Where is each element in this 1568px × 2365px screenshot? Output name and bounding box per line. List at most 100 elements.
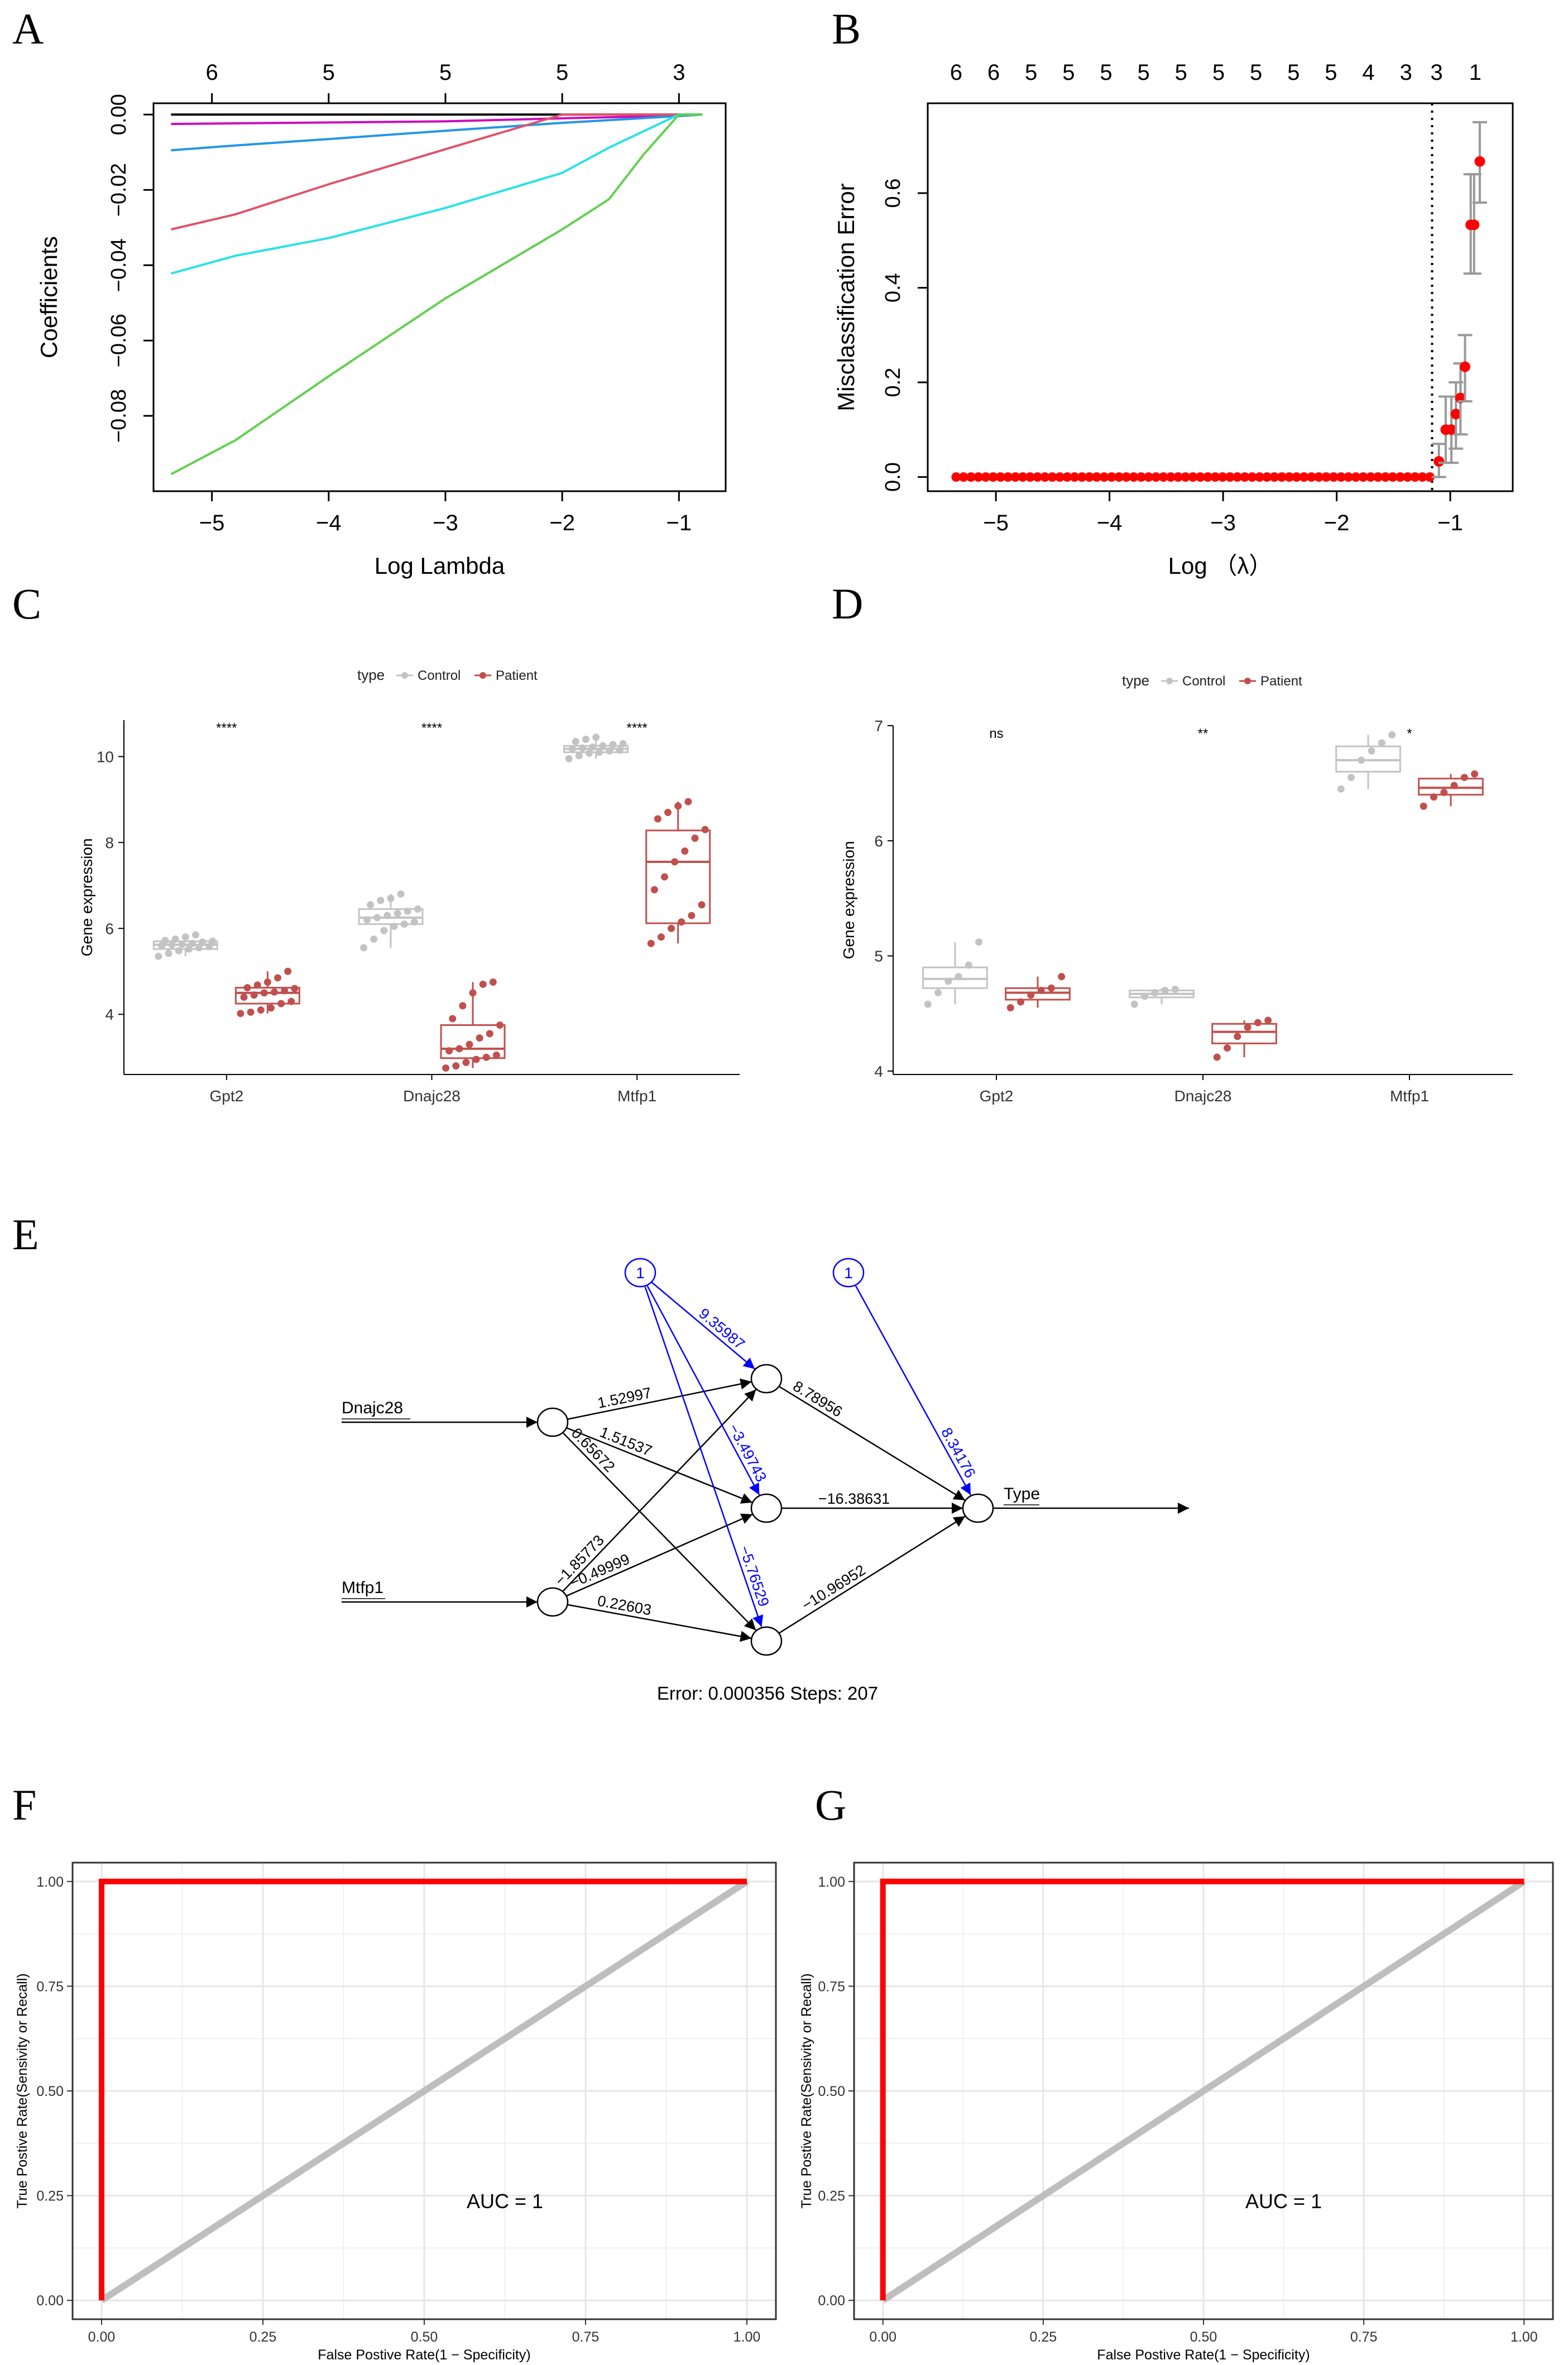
data-point (678, 918, 685, 926)
data-point (975, 938, 983, 946)
category-label: Dnajc28 (1174, 1087, 1232, 1105)
error-point (1099, 472, 1109, 482)
error-point (1321, 472, 1331, 482)
box-patient (1418, 778, 1484, 796)
data-point (165, 949, 172, 957)
data-point (701, 826, 709, 833)
data-point (209, 937, 217, 945)
data-point (1337, 785, 1345, 793)
network-edge (562, 1389, 757, 1592)
y-tick-label: 0.50 (36, 2084, 64, 2099)
panel-letter-e: E (12, 1210, 39, 1259)
data-point (1264, 1016, 1272, 1024)
data-point (260, 989, 268, 997)
error-point (1225, 472, 1235, 482)
x-tick-label: 1.00 (1511, 2329, 1538, 2345)
data-point (1378, 739, 1385, 747)
data-point (410, 918, 418, 926)
network-node-h1 (750, 1364, 783, 1394)
error-point (1358, 472, 1368, 482)
data-point (1471, 770, 1479, 778)
data-point (449, 1015, 457, 1023)
error-point (1203, 472, 1213, 482)
error-point (1254, 472, 1264, 482)
data-point (1254, 1019, 1262, 1026)
data-point (619, 740, 627, 747)
error-point (1188, 472, 1198, 482)
top-axis-label: 5 (1062, 60, 1075, 85)
box-control (922, 966, 988, 989)
x-tick-label: 0.25 (250, 2329, 277, 2345)
y-axis-label: Gene expression (840, 841, 857, 960)
network-node-h2 (750, 1493, 783, 1523)
roc-curve (880, 1878, 1524, 2301)
error-point (1025, 472, 1035, 482)
data-point (394, 909, 401, 917)
x-tick-label: −1 (1437, 511, 1463, 535)
data-point (284, 967, 292, 975)
error-point (1262, 472, 1272, 482)
error-point (1136, 472, 1146, 482)
error-point (1269, 472, 1279, 482)
plot-border (853, 1862, 1554, 2320)
top-axis-label: 6 (987, 60, 1000, 85)
x-tick-label: −5 (983, 511, 1009, 535)
top-axis-label: 5 (1287, 60, 1300, 85)
panel-d-boxplot-validation: D 4 5 6 7 Gpt2 ns Dnajc28 ** Mtfp1 * type Control Pat… (832, 579, 1513, 1105)
significance-label: ** (1198, 726, 1209, 741)
error-point (1336, 472, 1346, 482)
data-point (181, 933, 189, 941)
bias-node-label: 1 (636, 1264, 645, 1282)
data-point (1440, 789, 1448, 797)
top-axis-label: 5 (1250, 60, 1262, 85)
data-point (1006, 1004, 1014, 1011)
significance-label: **** (421, 721, 442, 736)
data-point (455, 1045, 463, 1053)
y-tick-label: 0.2 (881, 368, 905, 397)
error-point (1425, 472, 1435, 482)
network-node-h3 (750, 1626, 783, 1656)
top-axis-label: 5 (556, 60, 568, 85)
error-point (1092, 472, 1102, 482)
data-point (934, 989, 942, 997)
legend-label-control: Control (418, 668, 461, 683)
data-point (442, 1064, 450, 1072)
data-point (1460, 774, 1468, 781)
network-edge (566, 1427, 753, 1504)
panel-c-boxplot-train: C 4 6 8 10 Gpt2 **** Dnajc28 **** Mtfp1 **** type Co… (12, 579, 740, 1105)
data-point (195, 944, 203, 952)
data-point (664, 808, 672, 816)
plot-frame (152, 102, 727, 492)
data-point (472, 1056, 480, 1063)
data-point (1047, 984, 1055, 992)
data-point (572, 737, 579, 745)
y-tick-label: 0.25 (818, 2189, 845, 2204)
error-point (1181, 472, 1191, 482)
y-tick-label: 8 (105, 834, 114, 851)
error-point (1469, 219, 1480, 231)
error-point (1284, 472, 1294, 482)
data-point (243, 984, 251, 992)
data-point (955, 973, 962, 981)
x-tick-label: −3 (1210, 511, 1236, 535)
data-point (466, 1040, 473, 1048)
plot-frame (927, 102, 1514, 492)
data-point (459, 1002, 467, 1010)
data-point (1368, 747, 1375, 755)
legend-label-patient: Patient (496, 668, 538, 683)
input-label-dnajc28: Dnajc28 (342, 1399, 403, 1417)
data-point (482, 1053, 490, 1061)
x-tick-label: −5 (199, 511, 225, 535)
data-point (479, 980, 487, 988)
data-point (414, 905, 421, 913)
data-point (205, 943, 213, 951)
data-point (404, 908, 411, 915)
data-point (568, 745, 576, 753)
error-point (1306, 472, 1316, 482)
reference-diagonal (99, 1878, 749, 2304)
data-point (383, 912, 391, 919)
error-point (1054, 472, 1064, 482)
error-point (1373, 472, 1383, 482)
data-point (274, 974, 282, 982)
significance-label: ns (989, 726, 1003, 741)
